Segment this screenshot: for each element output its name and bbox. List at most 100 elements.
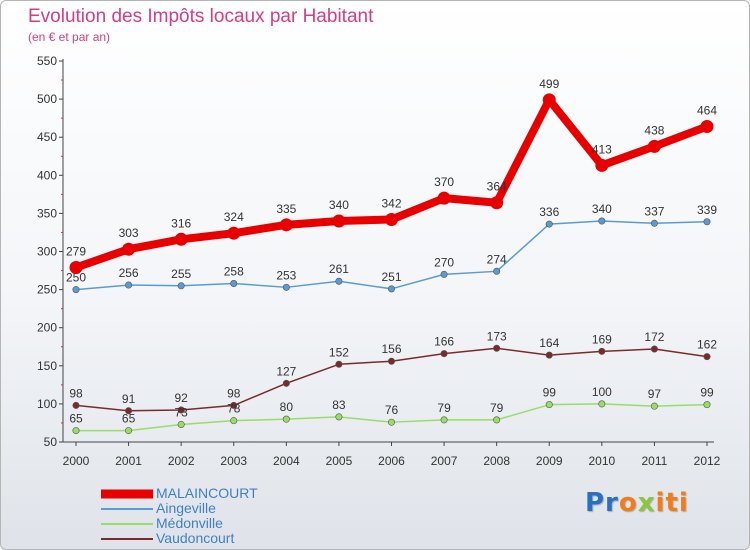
data-label-medonville: 99 [700,386,714,400]
x-tick-label: 2012 [694,454,721,468]
legend-swatch-medonville [101,522,153,525]
data-label-malaincourt: 342 [381,196,401,210]
data-label-aingeville: 270 [434,255,454,269]
data-point-aingeville [282,283,290,291]
data-label-aingeville: 336 [539,205,559,219]
data-point-malaincourt [174,232,188,246]
data-label-aingeville: 337 [644,204,664,218]
data-point-aingeville [177,282,185,290]
data-label-medonville: 65 [122,412,136,426]
legend-label-vaudoncourt: Vaudoncourt [156,530,235,546]
y-tick-label: 500 [37,92,57,106]
legend-label-malaincourt: MALAINCOURT [156,485,258,501]
logo-part-3: x [637,488,656,518]
legend-swatch-aingeville [101,507,153,510]
y-tick-label: 450 [37,130,57,144]
data-point-aingeville [230,280,238,288]
data-point-medonville [177,420,185,428]
legend-label-aingeville: Aingeville [156,500,216,516]
y-tick-label: 250 [37,283,57,297]
series-line-vaudoncourt [75,347,708,412]
data-label-medonville: 97 [648,387,662,401]
x-tick-label: 2007 [431,454,458,468]
data-point-aingeville [703,218,711,226]
logo-part-4: iti [655,488,689,518]
data-label-medonville: 79 [437,401,451,415]
data-point-vaudoncourt [703,353,711,361]
x-tick-label: 2000 [63,454,90,468]
data-point-vaudoncourt [125,407,133,415]
data-point-aingeville [335,277,343,285]
data-label-malaincourt: 370 [434,175,454,189]
x-tick-label: 2004 [273,454,300,468]
legend-item-vaudoncourt: Vaudoncourt [101,530,401,546]
proxiti-logo: Proxiti [585,488,689,518]
data-label-medonville: 80 [280,400,294,414]
data-point-aingeville [650,219,658,227]
data-label-aingeville: 261 [329,262,349,276]
data-label-vaudoncourt: 98 [227,386,241,400]
data-point-vaudoncourt [72,401,80,409]
y-tick-label: 200 [37,321,57,335]
data-point-malaincourt [700,120,714,134]
x-tick-label: 2009 [536,454,563,468]
x-tick-label: 2003 [220,454,247,468]
data-label-vaudoncourt: 152 [329,345,349,359]
x-tick-label: 2008 [483,454,510,468]
data-point-malaincourt [490,196,504,210]
x-tick-label: 2010 [588,454,615,468]
data-point-vaudoncourt [440,350,448,358]
legend-item-medonville: Médonville [101,515,401,531]
data-point-vaudoncourt [177,406,185,414]
y-tick-label: 300 [37,245,57,259]
data-point-aingeville [387,285,395,293]
data-point-vaudoncourt [493,344,501,352]
data-point-aingeville [125,281,133,289]
legend-item-aingeville: Aingeville [101,500,401,516]
data-label-malaincourt: 438 [644,123,664,137]
legend-swatch-vaudoncourt [101,537,153,540]
data-label-malaincourt: 316 [171,216,191,230]
y-tick-label: 400 [37,168,57,182]
data-point-medonville [125,427,133,435]
data-label-medonville: 65 [69,412,83,426]
data-label-medonville: 99 [543,386,557,400]
data-label-malaincourt: 499 [539,77,559,91]
data-label-malaincourt: 324 [224,210,244,224]
data-label-medonville: 73 [174,405,188,419]
data-label-vaudoncourt: 162 [697,338,717,352]
data-label-aingeville: 256 [119,266,139,280]
data-point-aingeville [598,217,606,225]
data-point-malaincourt [69,261,83,275]
data-label-vaudoncourt: 91 [122,392,136,406]
data-label-vaudoncourt: 169 [592,332,612,346]
data-label-vaudoncourt: 92 [174,391,188,405]
data-label-vaudoncourt: 172 [644,330,664,344]
data-label-aingeville: 340 [592,202,612,216]
y-tick-label: 50 [44,435,58,449]
data-label-medonville: 78 [227,402,241,416]
x-tick-label: 2011 [642,454,668,468]
data-label-aingeville: 274 [487,252,507,266]
data-point-aingeville [72,286,80,294]
chart-title: Evolution des Impôts locaux par Habitant [28,6,374,27]
data-point-aingeville [493,267,501,275]
legend: MALAINCOURT Aingeville Médonville Vaudon… [101,485,401,546]
data-label-medonville: 79 [490,401,504,415]
data-label-malaincourt: 464 [697,104,717,118]
data-label-vaudoncourt: 164 [539,336,559,350]
series-line-malaincourt [72,95,711,272]
data-point-medonville [387,418,395,426]
data-point-medonville [282,415,290,423]
legend-item-malaincourt: MALAINCOURT [101,485,401,501]
y-tick-label: 350 [37,206,57,220]
data-point-vaudoncourt [598,347,606,355]
data-label-malaincourt: 303 [119,226,139,240]
data-point-malaincourt [647,139,661,153]
data-label-aingeville: 253 [276,268,296,282]
data-label-vaudoncourt: 98 [69,386,83,400]
data-point-vaudoncourt [650,345,658,353]
data-point-medonville [650,402,658,410]
data-point-vaudoncourt [335,360,343,368]
